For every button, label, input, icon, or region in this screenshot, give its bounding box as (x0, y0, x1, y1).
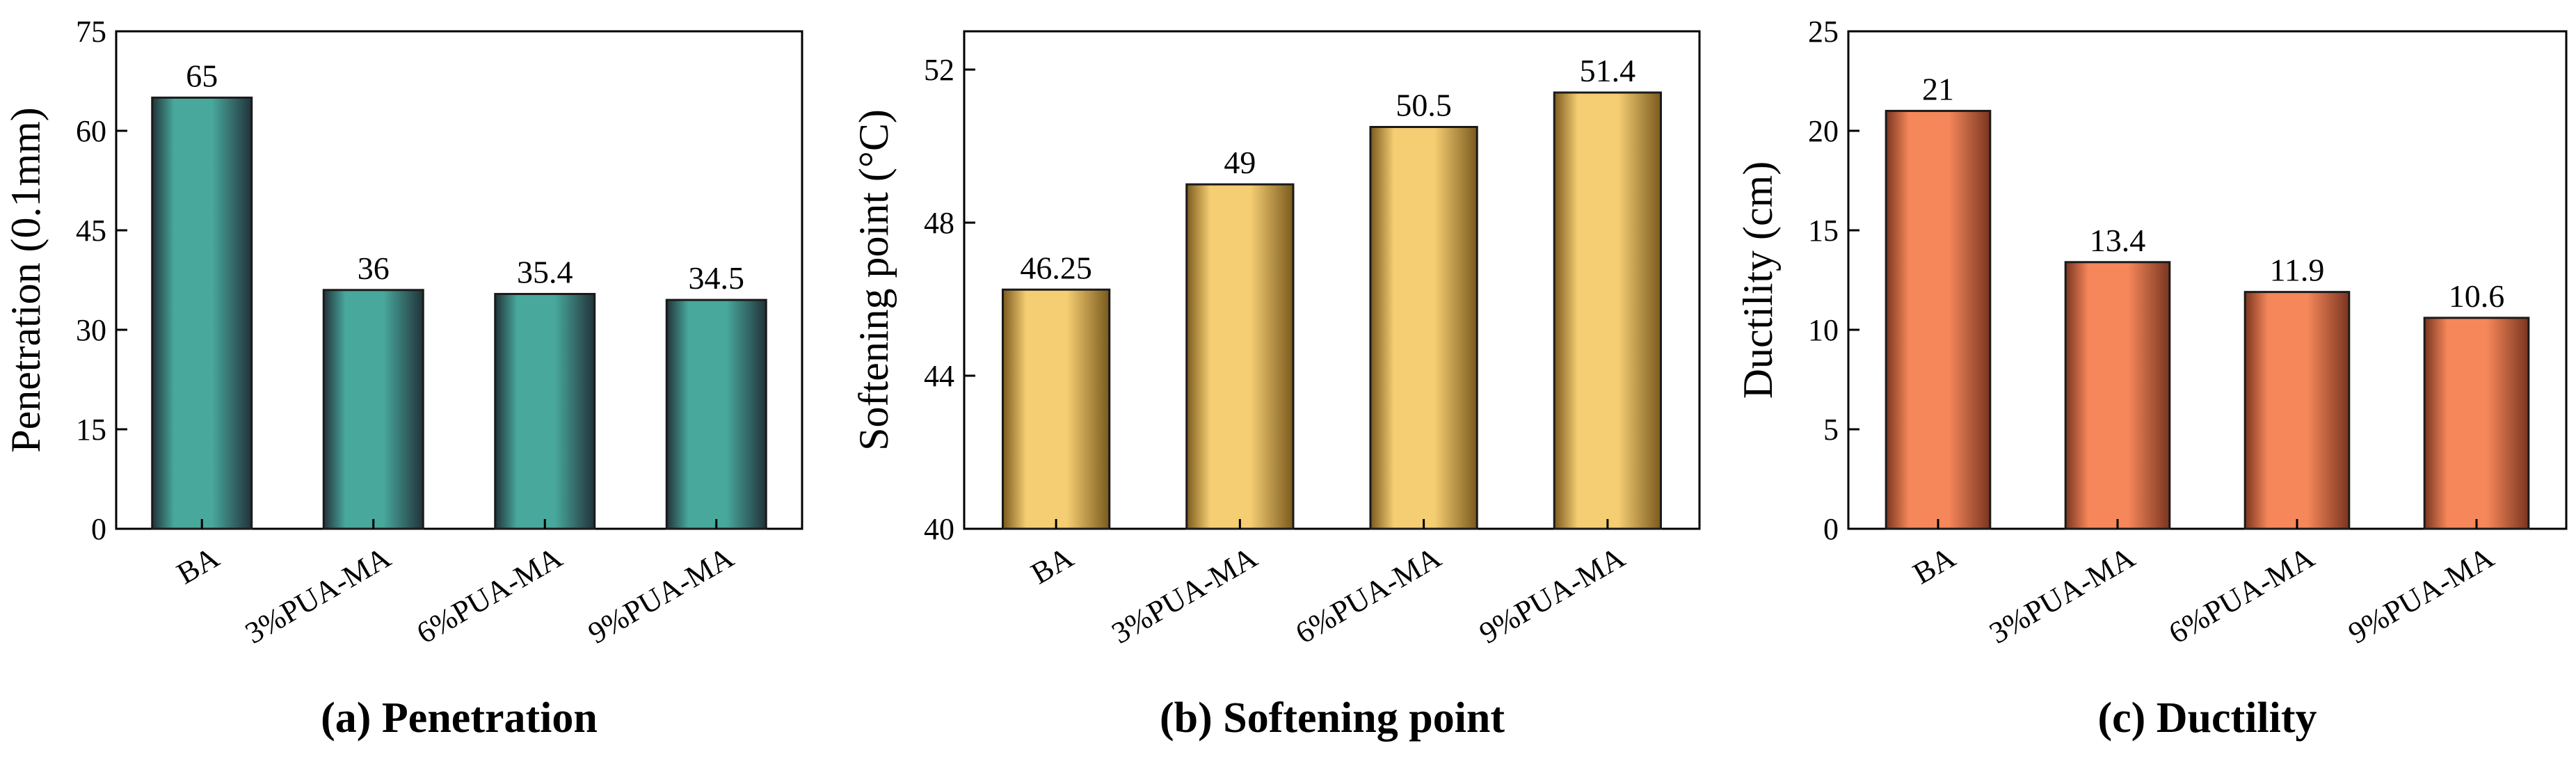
category-label: 6%PUA-MA (2163, 540, 2320, 651)
y-tick-label: 60 (76, 114, 106, 148)
y-tick-label: 15 (76, 413, 106, 447)
y-tick-label: 52 (924, 53, 954, 87)
bar (151, 96, 253, 530)
data-label: 46.25 (1020, 250, 1092, 285)
data-label: 36 (358, 250, 390, 286)
category-label: 3%PUA-MA (1983, 540, 2141, 651)
category-label: BA (1907, 540, 1962, 591)
category-label: 9%PUA-MA (2342, 540, 2499, 651)
plot-frame (1847, 30, 2568, 530)
y-tick-label: 44 (924, 359, 954, 393)
plot-frame (115, 30, 803, 530)
bar (494, 293, 596, 530)
data-label: 21 (1922, 71, 1954, 106)
bar (2064, 261, 2171, 530)
y-axis-title: Penetration (0.1mm) (3, 107, 49, 453)
bar (1885, 109, 1992, 530)
category-label: 9%PUA-MA (582, 540, 739, 651)
y-axis-title: Softening point (°C) (851, 109, 897, 451)
data-label: 65 (186, 58, 218, 93)
y-tick-label: 40 (924, 512, 954, 546)
data-label: 49 (1224, 145, 1256, 180)
chart-panel-2: 40 44 48 52 Softening point (°C) 46.25 BA 49 3%P… (851, 30, 1701, 742)
category-label: BA (171, 540, 225, 591)
plot-frame (963, 30, 1701, 530)
y-axis-title: Ductility (cm) (1735, 161, 1781, 399)
bar (665, 298, 767, 530)
data-label: 35.4 (517, 255, 573, 290)
data-label: 34.5 (689, 260, 745, 296)
y-tick-label: 10 (1808, 313, 1839, 347)
chart-panel-3: 0 5 10 15 20 25 Ductility (cm) 21 BA 13.4 3%PUA-MA… (1735, 15, 2568, 742)
y-tick-label: 30 (76, 313, 106, 347)
data-label: 50.5 (1395, 88, 1452, 123)
y-tick-label: 25 (1808, 15, 1839, 49)
category-label: 9%PUA-MA (1473, 540, 1631, 651)
y-tick-label: 0 (91, 512, 106, 546)
bar (1001, 288, 1111, 530)
panel-caption: (a) Penetration (321, 694, 598, 742)
y-tick-label: 0 (1823, 512, 1839, 546)
bar (322, 289, 424, 530)
data-label: 10.6 (2449, 278, 2505, 314)
category-label: BA (1025, 540, 1080, 591)
panel-caption: (b) Softening point (1160, 694, 1505, 742)
y-tick-label: 75 (76, 15, 106, 49)
category-label: 6%PUA-MA (411, 540, 568, 651)
data-label: 13.4 (2090, 223, 2146, 258)
data-label: 51.4 (1580, 53, 1636, 88)
bar (2423, 317, 2530, 530)
y-tick-label: 45 (76, 214, 106, 248)
category-label: 3%PUA-MA (1106, 540, 1263, 651)
bar (2243, 291, 2351, 530)
bar (1553, 91, 1663, 530)
y-tick-label: 20 (1808, 114, 1839, 148)
y-tick-label: 48 (924, 206, 954, 240)
category-label: 3%PUA-MA (239, 540, 397, 651)
bar (1369, 126, 1478, 530)
y-tick-label: 15 (1808, 214, 1839, 248)
chart-panel-1: 0 15 30 45 60 75 Penetration (0.1mm) 65 BA 36 3%PU… (3, 15, 803, 742)
category-label: 6%PUA-MA (1290, 540, 1447, 651)
bar (1185, 183, 1295, 530)
data-label: 11.9 (2270, 253, 2325, 288)
panel-caption: (c) Ductility (2097, 694, 2317, 742)
y-tick-label: 5 (1823, 413, 1839, 447)
